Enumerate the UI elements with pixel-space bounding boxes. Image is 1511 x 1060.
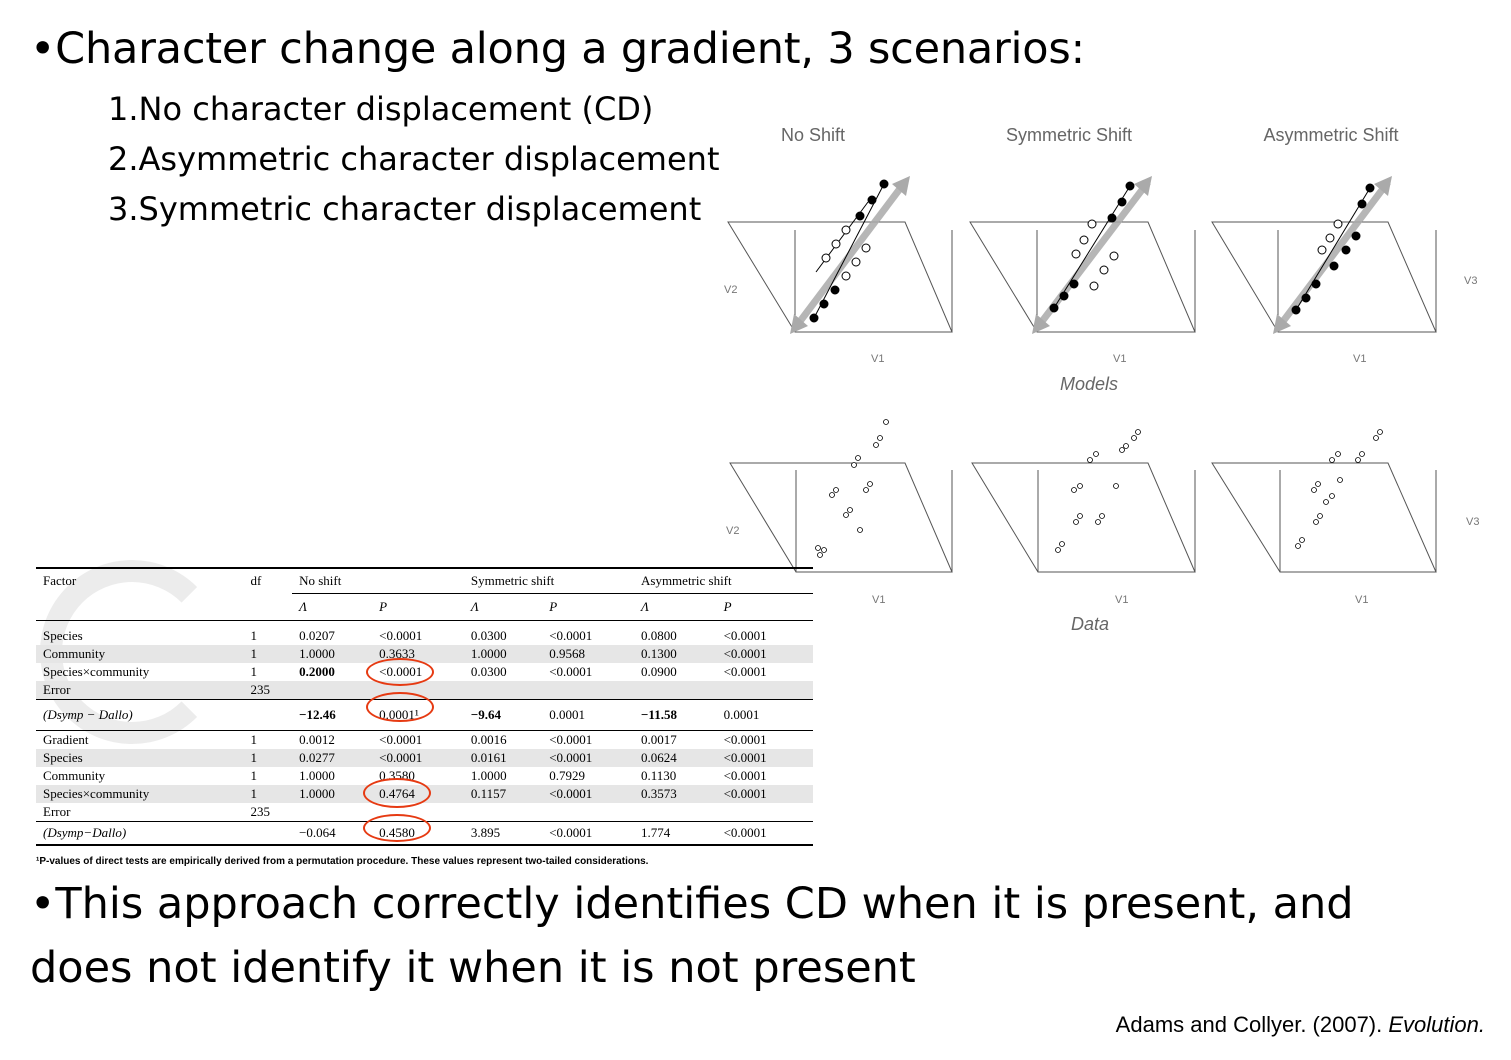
gradient-arrows xyxy=(792,179,1391,331)
header-asymmetric-shift: Asymmetric shift xyxy=(634,568,813,594)
axis-label-v1-model-3: V1 xyxy=(1353,353,1367,365)
manova-results-table: Factor df No shift Symmetric shift Asymm… xyxy=(36,567,813,846)
slide-title-bullet: •Character change along a gradient, 3 sc… xyxy=(30,24,1085,74)
citation: Adams and Collyer. (2007). Evolution. xyxy=(1116,1012,1485,1038)
highlight-circle-gradient-difference-p xyxy=(363,814,431,842)
panel-title-symmetric-shift: Symmetric Shift xyxy=(1005,125,1133,145)
model-and-data-plots xyxy=(727,176,1437,573)
table-row: Gradient 1 0.0012 <0.0001 0.0016 <0.0001 0.… xyxy=(43,732,767,747)
header-symmetric-shift: Symmetric shift xyxy=(463,568,634,594)
data-label: Data xyxy=(1071,614,1110,634)
data-scatter-points xyxy=(815,419,1383,558)
table-row: Species×community 1 1.0000 0.4764 0.1157 <0… xyxy=(36,785,813,803)
table-row: Species 1 0.0207 <0.0001 0.0300 <0.0001 0.0… xyxy=(43,628,767,643)
axis-label-v3-data: V3 xyxy=(1466,516,1480,528)
scenario-item-2: 2.Asymmetric character displacement xyxy=(108,140,720,178)
arrowheads xyxy=(790,176,1392,334)
header-lambda: Λ xyxy=(299,599,307,614)
axis-label-v1-data-1: V1 xyxy=(872,594,886,606)
table-footnote: ¹P-values of direct tests are empiricall… xyxy=(36,856,649,867)
highlight-circle-gradient-interaction-p xyxy=(363,778,431,808)
table-row: Error 235 xyxy=(36,803,813,822)
table-row: Community 1 1.0000 0.3633 1.0000 0.9568 0.1… xyxy=(36,645,813,663)
header-p: P xyxy=(379,599,388,614)
scenario-item-3: 3.Symmetric character displacement xyxy=(108,190,702,228)
citation-journal: Evolution. xyxy=(1388,1012,1485,1037)
axis-label-v2-data: V2 xyxy=(726,525,740,537)
scenario-item-1: 1.No character displacement (CD) xyxy=(108,90,654,128)
model-symmetric-shift-points xyxy=(1049,181,1135,313)
axis-label-v1-model-2: V1 xyxy=(1113,353,1127,365)
header-lambda: Λ xyxy=(641,599,649,614)
header-df: df xyxy=(250,573,262,589)
header-lambda: Λ xyxy=(470,599,479,614)
plot-frames xyxy=(727,221,1437,573)
panel-title-asymmetric-shift: Asymmetric Shift xyxy=(1263,125,1399,145)
citation-authors: Adams and Collyer. (2007). xyxy=(1115,1012,1389,1037)
header-factor: Factor xyxy=(43,573,77,589)
axis-label-v3-models: V3 xyxy=(1464,275,1478,287)
models-label: Models xyxy=(1060,374,1119,394)
conclusion-bullet: •This approach correctly identifies CD w… xyxy=(30,879,1354,993)
highlight-circle-difference-p xyxy=(366,692,434,722)
axis-label-v1-data-2: V1 xyxy=(1115,594,1129,606)
axis-label-v2-models: V2 xyxy=(724,284,738,296)
header-p: P xyxy=(723,599,732,614)
table-row: Community 1 1.0000 0.3580 1.0000 0.7929 0.1… xyxy=(43,768,767,783)
header-p: P xyxy=(549,599,558,614)
axis-label-v1-model-1: V1 xyxy=(871,353,885,365)
model-no-shift-points xyxy=(809,179,889,323)
header-no-shift: No shift xyxy=(292,568,464,594)
model-asymmetric-shift-points xyxy=(1291,183,1375,315)
axis-label-v1-data-3: V1 xyxy=(1355,594,1369,606)
table-row: Species 1 0.0277 <0.0001 0.0161 <0.0001 0.0… xyxy=(36,749,813,767)
highlight-circle-interaction-p xyxy=(366,658,434,686)
panel-title-no-shift: No Shift xyxy=(780,125,846,145)
